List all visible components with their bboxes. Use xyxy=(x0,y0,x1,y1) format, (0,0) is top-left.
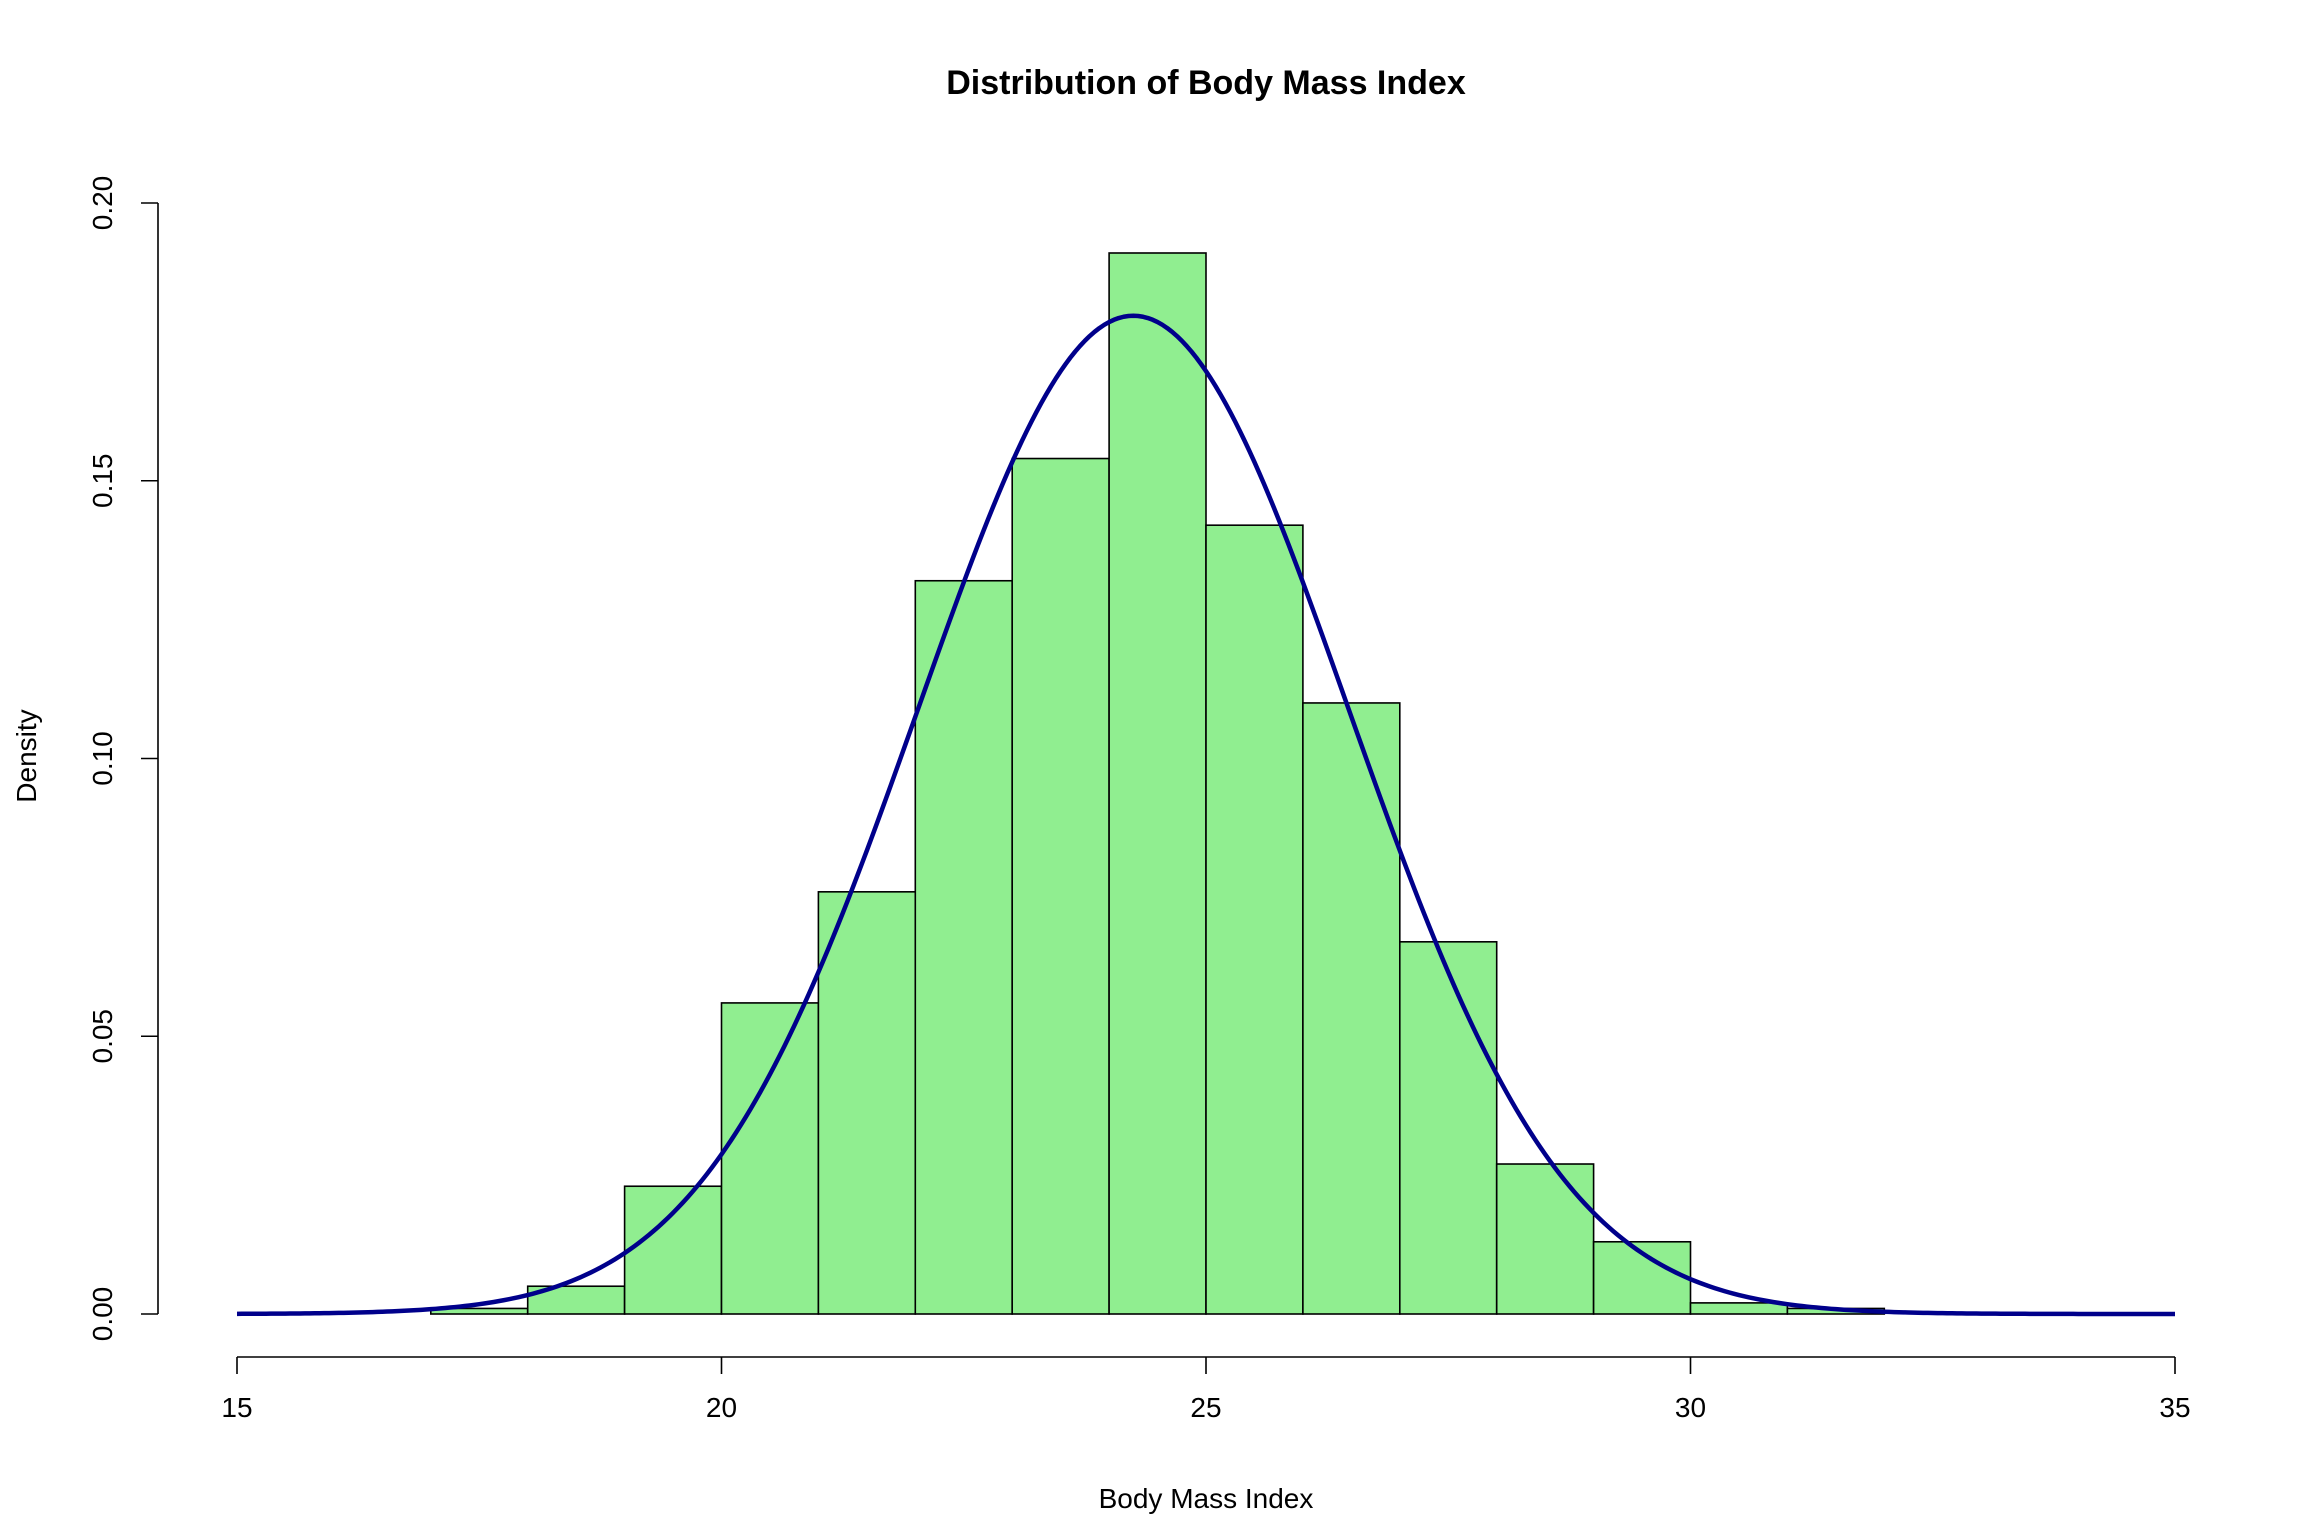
histogram-bar xyxy=(1108,252,1207,1315)
x-tick-label: 30 xyxy=(1675,1392,1706,1423)
y-tick-label: 0.10 xyxy=(87,731,118,786)
histogram-bar xyxy=(1302,702,1401,1315)
x-axis-label: Body Mass Index xyxy=(1099,1483,1314,1514)
histogram-bar xyxy=(1689,1302,1789,1315)
histogram-bar xyxy=(720,1002,820,1315)
y-axis-label: Density xyxy=(11,709,42,802)
histogram-bar xyxy=(1399,941,1498,1315)
y-tick-label: 0.00 xyxy=(87,1287,118,1342)
x-tick-label: 25 xyxy=(1190,1392,1221,1423)
histogram-bar xyxy=(817,891,917,1315)
x-tick-label: 35 xyxy=(2159,1392,2190,1423)
histogram-bar xyxy=(914,579,1013,1315)
x-tick-label: 20 xyxy=(706,1392,737,1423)
normal-density-curve xyxy=(236,313,2175,1317)
x-tick-label: 15 xyxy=(221,1392,252,1423)
y-tick-label: 0.15 xyxy=(87,454,118,509)
histogram-bar xyxy=(623,1185,723,1315)
histogram-bar xyxy=(1495,1163,1595,1315)
histogram-bars xyxy=(429,252,1886,1315)
y-tick-label: 0.05 xyxy=(87,1009,118,1064)
y-axis: 0.00 0.05 0.10 0.15 0.20 xyxy=(87,176,159,1342)
x-axis: 15 20 25 30 35 xyxy=(221,1356,2191,1423)
y-tick-label: 0.20 xyxy=(87,176,118,231)
histogram-bar xyxy=(1205,524,1304,1315)
histogram-bar xyxy=(1011,457,1110,1315)
chart-title: Distribution of Body Mass Index xyxy=(946,64,1466,102)
